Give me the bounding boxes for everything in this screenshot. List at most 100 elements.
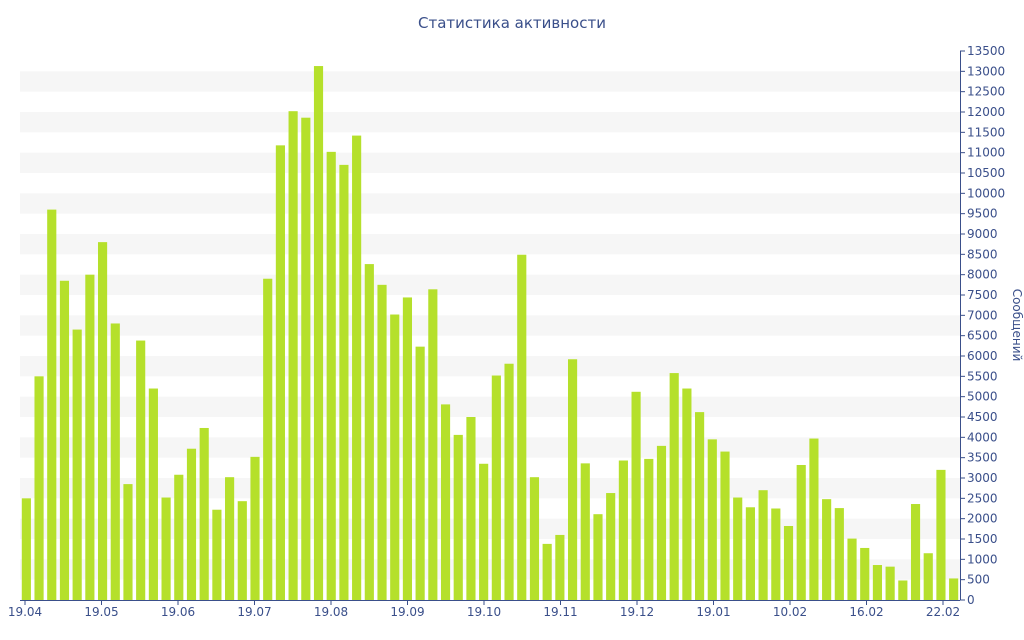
chart-title: Статистика активности (418, 14, 606, 32)
bar (707, 439, 717, 600)
bar (923, 553, 933, 600)
bar (148, 388, 158, 600)
bar (34, 376, 44, 600)
y-tick-label: 500 (967, 573, 990, 587)
bar (860, 547, 870, 600)
grid-band (20, 193, 960, 214)
bar (174, 474, 184, 600)
y-tick-label: 12500 (967, 85, 1005, 99)
y-tick-label: 2500 (967, 491, 998, 505)
bar (326, 151, 336, 600)
grid-band (20, 559, 960, 580)
bar (783, 525, 794, 600)
bar (352, 135, 362, 600)
bar (618, 460, 628, 600)
x-tick-label: 19.12 (620, 605, 654, 619)
bar (97, 242, 108, 600)
bar (364, 264, 374, 600)
bar (771, 508, 781, 600)
x-tick-label: 16.02 (849, 605, 883, 619)
y-tick-label: 12000 (967, 105, 1005, 119)
grid-band (20, 437, 960, 458)
bar (263, 278, 273, 600)
bar (415, 346, 425, 600)
bar (199, 427, 209, 600)
bar (237, 501, 247, 600)
bar (809, 438, 819, 600)
bar (682, 388, 692, 600)
y-tick-label: 3500 (967, 451, 998, 465)
bar (339, 164, 349, 600)
bar (567, 359, 578, 600)
bar (949, 578, 959, 600)
y-tick-label: 10500 (967, 166, 1005, 180)
grid-band (20, 396, 960, 417)
bar (491, 375, 501, 600)
bar (479, 463, 489, 600)
grid-band (20, 112, 960, 133)
bar (440, 404, 451, 600)
y-tick-label: 0 (967, 593, 975, 607)
bar (275, 145, 285, 600)
x-tick-label: 19.05 (84, 605, 118, 619)
grid-band (20, 315, 960, 336)
grid-band (20, 356, 960, 377)
x-tick-label: 19.11 (543, 605, 577, 619)
y-tick-label: 1500 (967, 532, 998, 546)
bar (466, 417, 476, 600)
y-tick-label: 8000 (967, 268, 998, 282)
bar (606, 493, 616, 600)
bar (453, 434, 463, 600)
bar (59, 280, 70, 600)
bar (288, 111, 298, 600)
bar (822, 499, 832, 600)
grid-band (20, 71, 960, 92)
bar (390, 314, 400, 600)
bar (186, 448, 197, 600)
bar (733, 497, 743, 600)
grid-band (20, 234, 960, 255)
y-tick-label: 9000 (967, 227, 998, 241)
grid-band (20, 518, 960, 539)
bar (85, 274, 95, 600)
bar (898, 580, 908, 600)
bar (796, 464, 806, 600)
bar (402, 297, 413, 600)
bar (580, 463, 590, 600)
bar (542, 543, 552, 600)
bar (745, 507, 755, 600)
y-tick-label: 13000 (967, 64, 1005, 78)
y-tick-label: 7500 (967, 288, 998, 302)
bar (72, 329, 82, 600)
x-tick-label: 22.02 (926, 605, 960, 619)
bar (212, 509, 222, 600)
y-tick-label: 11000 (967, 146, 1005, 160)
bar (555, 534, 565, 600)
y-tick-label: 9500 (967, 207, 998, 221)
x-tick-label: 19.09 (390, 605, 424, 619)
bar (517, 254, 527, 601)
bar (301, 117, 311, 600)
y-tick-label: 5500 (967, 369, 998, 383)
x-tick-label: 19.08 (314, 605, 348, 619)
bar (47, 209, 57, 600)
bar (656, 445, 667, 600)
grid-band (20, 478, 960, 499)
bar (695, 412, 705, 600)
bar (631, 391, 641, 600)
bar (250, 456, 260, 600)
bar (758, 490, 768, 600)
x-tick-label: 19.06 (161, 605, 195, 619)
y-tick-label: 7000 (967, 308, 998, 322)
y-tick-label: 4500 (967, 410, 998, 424)
bar (161, 497, 171, 600)
bar (936, 469, 946, 600)
y-axis-label: Сообщений (1010, 289, 1024, 362)
y-tick-label: 4000 (967, 430, 998, 444)
bar (872, 565, 883, 600)
bar (225, 477, 235, 600)
y-tick-label: 1000 (967, 552, 998, 566)
y-tick-label: 6500 (967, 329, 998, 343)
x-tick-label: 19.01 (696, 605, 730, 619)
